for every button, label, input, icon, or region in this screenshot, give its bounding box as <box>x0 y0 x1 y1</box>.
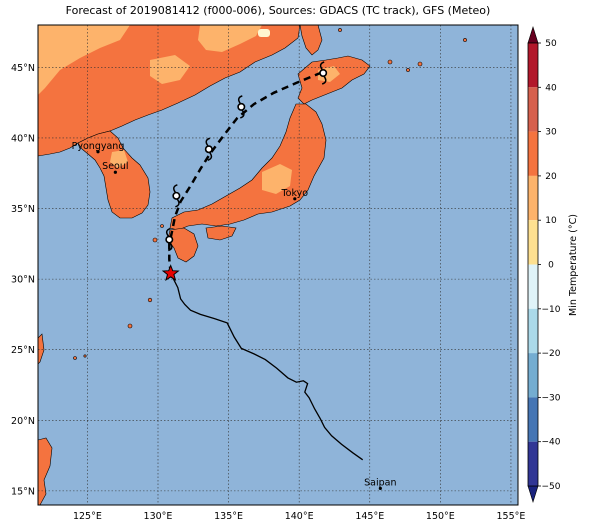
map-panel <box>38 25 518 505</box>
chart-title: Forecast of 2019081412 (f000-006), Sourc… <box>65 4 491 17</box>
city-label: Seoul <box>102 161 128 172</box>
warm-patch-manchuria <box>150 55 190 84</box>
colorbar-tick-label: −30 <box>542 393 561 403</box>
city-label: Tokyo <box>280 188 308 199</box>
warm-patch-north <box>38 25 130 95</box>
tc-forecast-symbol <box>319 61 328 85</box>
warm-patch-korea <box>110 150 128 168</box>
tc-forecast-symbol <box>237 95 246 119</box>
city-label: Pyongyang <box>72 141 125 152</box>
land-luzon <box>38 437 53 505</box>
storm-track <box>161 61 364 461</box>
lat-tick-label: 15°N <box>11 486 35 497</box>
colorbar-tick-label: −10 <box>542 305 561 315</box>
land-sakhalin <box>299 25 323 56</box>
colorbar: 50 40 30 20 10 0 −10 −20 −30 −40 −50 <box>527 25 561 504</box>
city-marker <box>96 150 100 154</box>
colorbar-tick-label: 0 <box>548 261 554 271</box>
colorbar-tick-label: 40 <box>545 83 557 93</box>
colorbar-bin <box>528 441 538 486</box>
city-marker <box>378 486 382 490</box>
small-islands <box>73 28 467 360</box>
tc-forecast-symbol <box>165 227 174 252</box>
lat-tick-label: 30°N <box>11 275 35 286</box>
colorbar-bin <box>528 308 538 354</box>
colorbar-tick-label: 20 <box>545 172 557 182</box>
colorbar-bin <box>528 87 538 132</box>
past-track-line <box>170 273 364 461</box>
colorbar-tick-label: 10 <box>545 216 557 226</box>
colorbar-tick-label: −20 <box>542 349 561 359</box>
forecast-track-line <box>168 71 321 274</box>
lon-tick-label: 125°E <box>73 511 102 522</box>
tc-forecast-symbol <box>204 137 213 161</box>
land-honshu <box>169 103 327 231</box>
colorbar-bin <box>528 175 538 221</box>
lon-tick-label: 155°E <box>496 511 525 522</box>
land-mainland <box>38 25 301 157</box>
colorbar-tick-label: 50 <box>545 39 557 49</box>
lat-tick-label: 40°N <box>11 133 35 144</box>
lon-tick-label: 135°E <box>214 511 243 522</box>
lon-tick-label: 130°E <box>144 511 173 522</box>
warm-patch-northeast <box>198 25 262 52</box>
lat-tick-label: 20°N <box>11 416 35 427</box>
forecast-markers <box>165 61 328 252</box>
colorbar-bin <box>528 220 538 265</box>
colorbar-bin <box>528 131 538 176</box>
city-labels: Pyongyang Seoul Tokyo Saipan <box>72 141 397 490</box>
gridlines <box>38 25 518 505</box>
land-west-islands <box>38 333 45 365</box>
snow-patch <box>258 29 270 37</box>
lon-tick-label: 145°E <box>355 511 384 522</box>
current-position-star <box>161 264 180 282</box>
lon-tick-label: 140°E <box>285 511 314 522</box>
land-hokkaido <box>297 55 371 105</box>
colorbar-extend-max <box>527 25 539 44</box>
lat-tick-label: 25°N <box>11 345 35 356</box>
axis-ticks: 125°E 130°E 135°E 140°E 145°E 150°E 155°E 15°N 2… <box>11 63 525 522</box>
lat-tick-label: 35°N <box>11 204 35 215</box>
tc-forecast-symbol <box>172 184 181 208</box>
warm-patch-honshu <box>262 164 292 194</box>
city-marker <box>113 170 117 174</box>
colorbar-tick-label: −50 <box>542 482 561 492</box>
colorbar-bin <box>528 397 538 442</box>
city-label: Saipan <box>364 477 396 488</box>
colorbar-bin <box>528 353 538 398</box>
colorbar-label: Min Temperature (°C) <box>568 214 579 316</box>
colorbar-tick-label: −40 <box>542 438 561 448</box>
colorbar-bin <box>528 43 538 88</box>
land-korea <box>77 130 151 219</box>
lat-tick-label: 45°N <box>11 63 35 74</box>
city-marker <box>293 197 297 201</box>
colorbar-tick-label: 30 <box>545 128 557 138</box>
colorbar-bin <box>528 264 538 309</box>
map-frame <box>37 24 519 506</box>
lon-tick-label: 150°E <box>426 511 455 522</box>
colorbar-extend-min <box>527 485 539 504</box>
